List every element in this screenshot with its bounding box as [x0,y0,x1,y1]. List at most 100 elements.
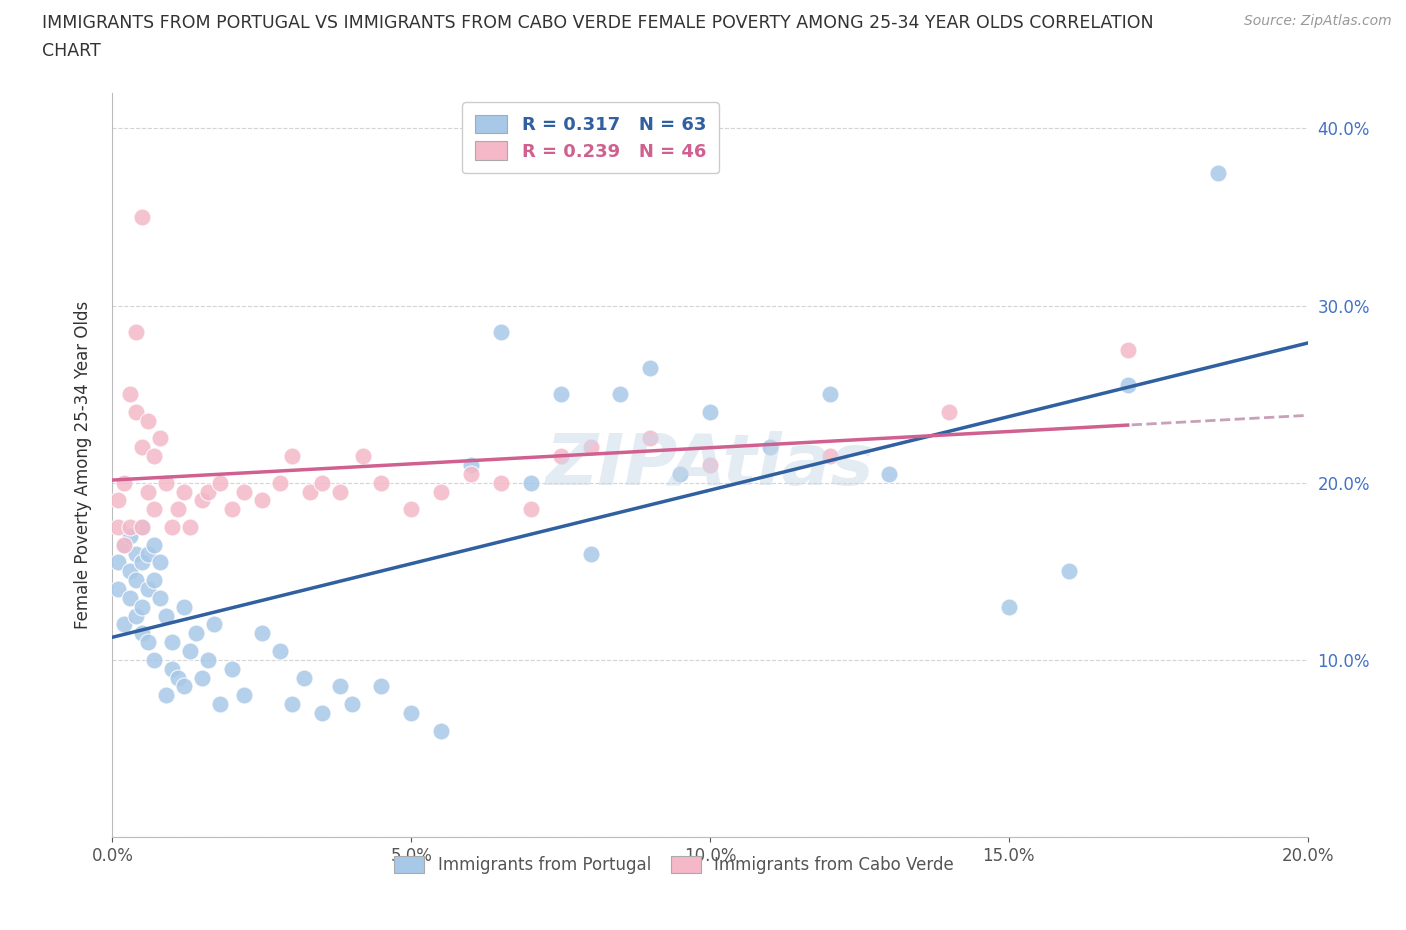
Point [609,387,631,402]
Point [162,661,183,676]
Point [143,653,166,668]
Point [138,634,160,649]
Point [131,209,153,224]
Point [138,581,160,596]
Point [173,599,195,614]
Point [233,485,256,499]
Point [520,475,543,490]
Point [269,644,291,658]
Point [669,467,692,482]
Point [579,546,602,561]
Point [699,405,721,419]
Point [209,475,232,490]
Point [186,626,208,641]
Point [114,538,135,552]
Point [879,467,901,482]
Point [329,485,352,499]
Point [138,485,160,499]
Point [125,573,148,588]
Point [125,546,148,561]
Point [430,724,453,738]
Point [430,485,453,499]
Point [114,538,135,552]
Point [155,608,177,623]
Point [1118,342,1140,357]
Point [311,475,333,490]
Point [138,546,160,561]
Point [149,431,172,445]
Point [938,405,960,419]
Point [759,440,782,455]
Point [550,387,572,402]
Point [1057,564,1080,578]
Point [107,555,129,570]
Point [489,325,512,339]
Point [173,679,195,694]
Point [998,599,1021,614]
Point [640,360,662,375]
Point [221,502,243,517]
Point [370,679,392,694]
Point [489,475,512,490]
Point [550,448,572,463]
Point [818,448,841,463]
Point [120,564,142,578]
Point [179,644,201,658]
Point [370,475,392,490]
Point [131,555,153,570]
Point [143,448,166,463]
Point [173,485,195,499]
Point [699,458,721,472]
Point [120,591,142,605]
Point [120,387,142,402]
Point [131,520,153,535]
Point [107,520,129,535]
Point [202,617,225,631]
Point [162,520,183,535]
Point [120,520,142,535]
Point [311,706,333,721]
Text: Source: ZipAtlas.com: Source: ZipAtlas.com [1244,14,1392,28]
Point [281,697,304,711]
Point [107,581,129,596]
Point [107,493,129,508]
Point [125,325,148,339]
Point [149,555,172,570]
Point [114,617,135,631]
Point [114,475,135,490]
Point [340,697,363,711]
Point [401,706,423,721]
Point [197,653,219,668]
Point [167,502,190,517]
Point [162,634,183,649]
Point [167,671,190,685]
Point [155,475,177,490]
Point [1206,166,1229,180]
Point [149,591,172,605]
Text: IMMIGRANTS FROM PORTUGAL VS IMMIGRANTS FROM CABO VERDE FEMALE POVERTY AMONG 25-3: IMMIGRANTS FROM PORTUGAL VS IMMIGRANTS F… [42,14,1154,32]
Point [179,520,201,535]
Point [579,440,602,455]
Point [329,679,352,694]
Point [292,671,315,685]
Point [131,520,153,535]
Point [460,458,482,472]
Point [125,608,148,623]
Point [131,440,153,455]
Point [143,573,166,588]
Point [520,502,543,517]
Point [818,387,841,402]
Point [191,493,214,508]
Point [250,626,273,641]
Point [197,485,219,499]
Y-axis label: Female Poverty Among 25-34 Year Olds: Female Poverty Among 25-34 Year Olds [73,301,91,629]
Point [143,502,166,517]
Point [401,502,423,517]
Point [269,475,291,490]
Point [131,626,153,641]
Point [640,431,662,445]
Point [120,528,142,543]
Point [131,599,153,614]
Point [143,538,166,552]
Point [155,688,177,703]
